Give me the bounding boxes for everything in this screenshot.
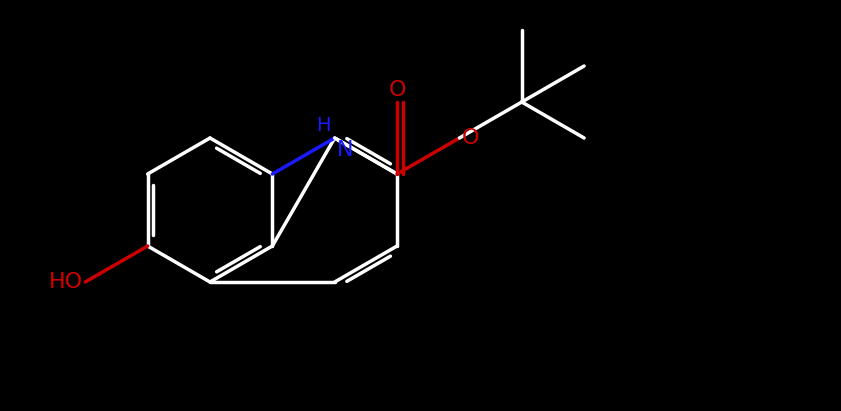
Text: O: O: [389, 80, 406, 100]
Text: H: H: [316, 116, 331, 135]
Text: N: N: [336, 140, 353, 160]
Text: O: O: [462, 128, 479, 148]
Text: HO: HO: [49, 272, 83, 292]
